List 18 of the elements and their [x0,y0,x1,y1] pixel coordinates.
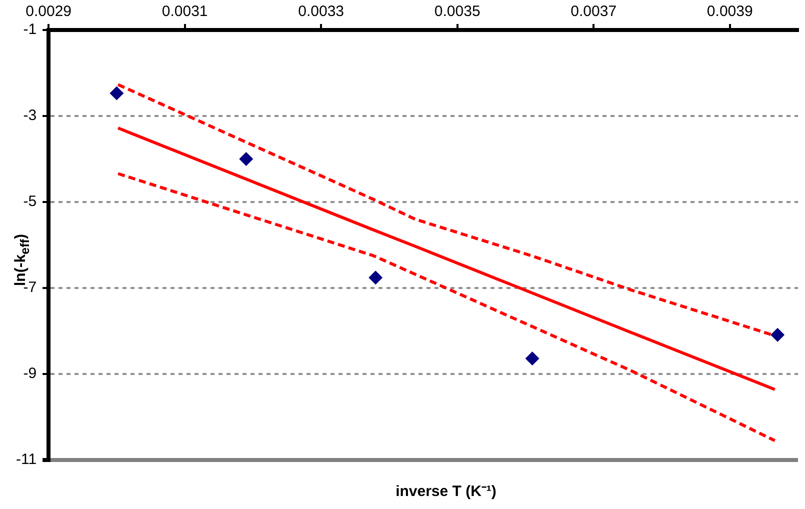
x-axis-title: inverse T (K⁻¹) [394,482,498,500]
point [525,352,540,366]
point [368,270,383,285]
x-tick-label: 0.0037 [570,3,617,20]
point [110,86,124,100]
x-tick-label: 0.0029 [26,3,72,20]
point [239,152,254,166]
x-tick-label: 0.0035 [434,3,480,20]
y-tick-label: -5 [23,193,37,210]
line-series [116,172,776,442]
point [770,328,785,342]
y-tick-label: -9 [23,365,37,382]
y-tick-label: -11 [16,451,37,468]
x-tick-label: 0.0031 [162,3,208,20]
x-tick-label: 0.0039 [706,3,753,20]
y-tick-label: -3 [23,107,37,124]
x-tick-label: 0.0033 [298,3,344,20]
y-tick-label: -1 [23,21,37,38]
